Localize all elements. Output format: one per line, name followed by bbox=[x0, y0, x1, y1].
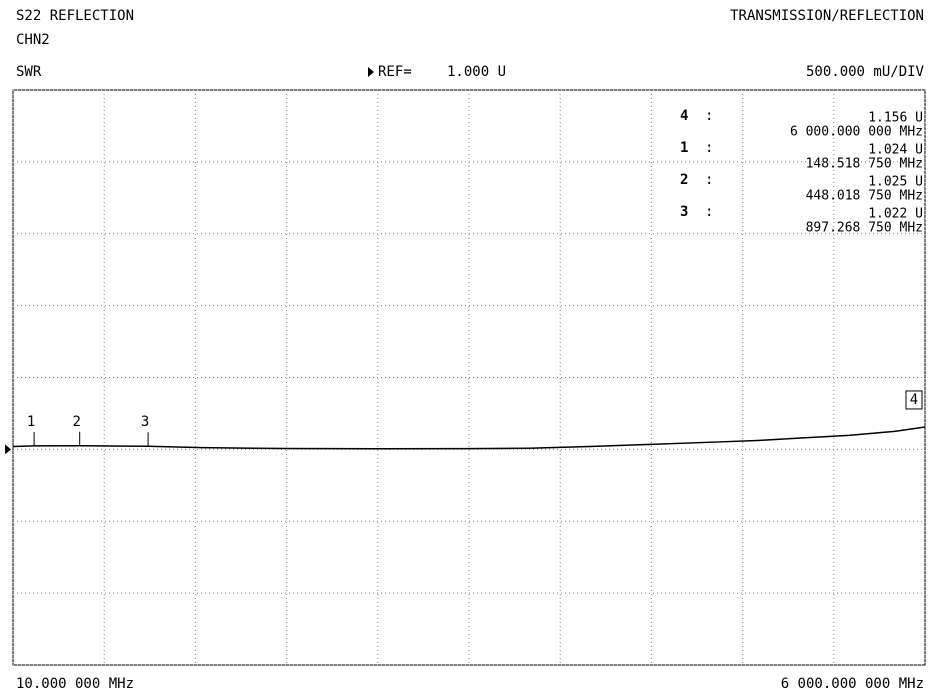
marker-flag-label: 4 bbox=[910, 392, 918, 408]
scale: 500.000 mU/DIV bbox=[806, 64, 925, 80]
marker-readout-name: 4 bbox=[680, 108, 688, 124]
marker-readout-frequency: 897.268 750 MHz bbox=[806, 221, 923, 236]
title: S22 REFLECTION bbox=[16, 8, 134, 24]
start-frequency: 10.000 000 MHz bbox=[16, 676, 134, 692]
stop-frequency: 6 000.000 000 MHz bbox=[781, 676, 924, 692]
marker-readout-value: 1.022 U bbox=[868, 207, 923, 222]
marker-readout-value: 1.024 U bbox=[868, 143, 923, 158]
marker-readout-name: 2 bbox=[680, 172, 688, 188]
marker-readout-separator: : bbox=[705, 204, 713, 220]
marker-readout-separator: : bbox=[705, 172, 713, 188]
ref-label: REF= bbox=[378, 64, 412, 80]
channel: CHN2 bbox=[16, 32, 50, 48]
marker-readout-frequency: 448.018 750 MHz bbox=[806, 189, 923, 204]
marker-flag-box bbox=[905, 390, 923, 410]
trace bbox=[12, 426, 926, 450]
ref-position bbox=[5, 444, 11, 455]
ref-value: 1.000 U bbox=[447, 64, 506, 80]
marker-flag-label: 1 bbox=[27, 414, 35, 430]
ref-arrow-icon bbox=[368, 67, 374, 77]
marker-readout-frequency: 148.518 750 MHz bbox=[806, 157, 923, 172]
marker-flag-label: 3 bbox=[141, 414, 149, 430]
format: SWR bbox=[16, 64, 42, 80]
marker-readout-value: 1.156 U bbox=[868, 111, 923, 126]
marker-readout-frequency: 6 000.000 000 MHz bbox=[790, 125, 923, 140]
marker-readout-separator: : bbox=[705, 140, 713, 156]
mode: TRANSMISSION/REFLECTION bbox=[730, 8, 924, 24]
marker-flag-label: 2 bbox=[72, 414, 80, 430]
marker-readout-separator: : bbox=[705, 108, 713, 124]
marker-readout-name: 1 bbox=[680, 140, 688, 156]
marker-readout-value: 1.025 U bbox=[868, 175, 923, 190]
marker-readout-name: 3 bbox=[680, 204, 688, 220]
